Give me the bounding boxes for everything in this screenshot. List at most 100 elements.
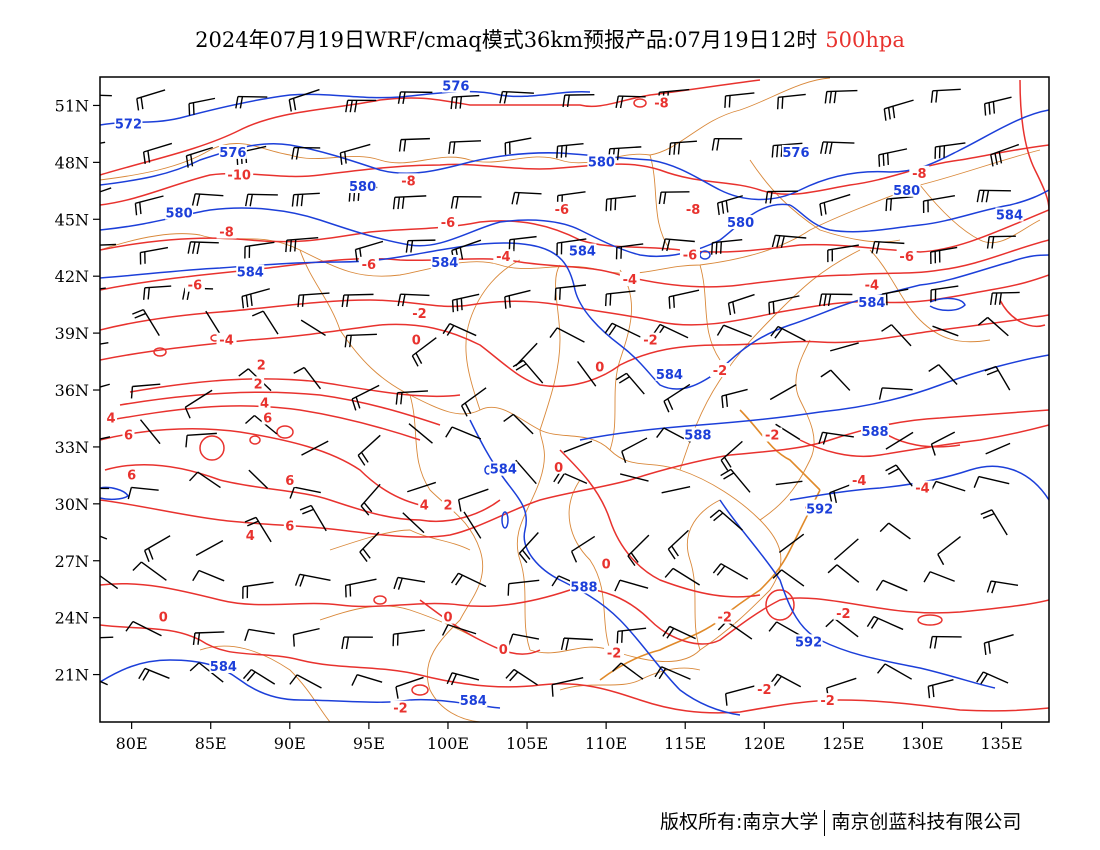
wind-barb	[393, 576, 426, 590]
contour-label: 580	[588, 155, 615, 170]
contour-label-bg	[283, 473, 296, 488]
lon-tick-label: 120E	[743, 734, 785, 753]
wind-barb	[185, 146, 213, 168]
wind-barb	[460, 387, 487, 417]
contour-label-bg	[551, 201, 572, 216]
contour-label: -8	[401, 174, 415, 189]
wind-barb	[357, 434, 381, 466]
lon-tick-label: 90E	[274, 734, 306, 753]
contour-label-bg	[497, 641, 510, 656]
contour-label: -2	[757, 683, 771, 698]
wind-barb	[771, 234, 807, 248]
contour-label: -6	[188, 279, 202, 294]
contour-label-bg	[418, 497, 431, 512]
contour-label: -2	[820, 694, 834, 709]
lat-tick-label: 42N	[55, 267, 89, 286]
wind-barb	[136, 89, 166, 111]
contour-label-bg	[216, 332, 237, 347]
wind-barb	[100, 636, 114, 639]
contour-label: -2	[643, 334, 657, 349]
contour-label: 584	[460, 694, 487, 709]
contour-label-bg	[255, 357, 268, 372]
contour-label: -2	[607, 647, 621, 662]
map-frame	[99, 76, 1050, 723]
wind-barb	[132, 561, 167, 581]
wind-barb	[772, 569, 805, 587]
wind-barb	[712, 563, 749, 580]
wind-barb	[554, 284, 587, 301]
lon-tick-label: 95E	[353, 734, 385, 753]
wind-barb	[299, 504, 327, 532]
contour-label-bg	[861, 277, 882, 292]
contour-label: 580	[727, 216, 754, 231]
contour-label: 580	[166, 207, 193, 222]
wind-barb	[663, 383, 691, 413]
wind-barb	[667, 529, 689, 560]
wind-barb	[776, 93, 806, 110]
wind-barb	[499, 90, 534, 104]
contour-label-bg	[568, 243, 597, 258]
wind-barb	[930, 246, 958, 265]
contour-label-bg	[114, 116, 143, 131]
contour-label: 0	[595, 360, 604, 375]
contour-label: -2	[765, 429, 779, 444]
contour-label: -6	[683, 248, 697, 263]
wind-barb	[661, 486, 691, 494]
wind-barb	[986, 580, 1019, 594]
wind-barb	[235, 95, 268, 109]
contour-label-bg	[640, 332, 661, 347]
contour-label: -4	[219, 334, 233, 349]
wind-barb	[341, 636, 373, 650]
wind-barb	[360, 483, 381, 516]
contour-label: -4	[915, 482, 929, 497]
contour-label: 584	[996, 208, 1023, 223]
wind-barb	[556, 238, 587, 256]
wind-barb	[100, 535, 108, 540]
wind-barb	[503, 413, 534, 435]
wind-barb	[778, 533, 805, 554]
wind-barb	[976, 671, 1009, 685]
contour-label: -2	[393, 702, 407, 717]
contour-label-bg	[258, 395, 271, 410]
contour-label-bg	[781, 144, 810, 159]
wind-barb	[768, 295, 800, 315]
contour-label-bg	[710, 363, 731, 378]
wind-barb	[930, 88, 961, 103]
wind-barb	[507, 579, 540, 596]
wind-barb	[879, 522, 911, 540]
wind-barb	[866, 615, 904, 631]
wind-barb	[818, 293, 853, 307]
lat-tick-label: 27N	[55, 552, 89, 571]
wind-barb	[878, 387, 913, 400]
wind-barb	[251, 310, 279, 335]
contour-label: -8	[686, 203, 700, 218]
contour-label-bg	[283, 518, 296, 533]
wind-barb	[818, 431, 854, 445]
wind-barb	[934, 142, 966, 159]
wind-barb	[125, 620, 162, 637]
contour-label-bg	[122, 427, 135, 442]
wind-barb	[604, 290, 636, 307]
wind-barb	[300, 319, 326, 337]
wind-barb	[563, 440, 593, 453]
wind-barb	[621, 437, 648, 463]
contour-label: -4	[865, 279, 879, 294]
wind-barb	[188, 97, 216, 116]
wind-barb	[248, 469, 269, 489]
contour-label-bg	[409, 306, 430, 321]
boundary-lines	[100, 77, 1041, 722]
wind-barb	[711, 238, 743, 255]
wind-barb	[885, 464, 913, 487]
wind-barb	[457, 488, 489, 512]
wind-barb	[293, 366, 322, 390]
wind-barb	[922, 194, 955, 214]
contour-label-bg	[762, 427, 783, 442]
contour-label-bg	[105, 410, 118, 425]
wind-barbs	[100, 88, 1020, 706]
wind-barb	[716, 195, 743, 216]
wind-barb	[615, 372, 645, 395]
wind-barb	[875, 579, 908, 592]
contour-label-bg	[459, 693, 488, 708]
contour-label: 572	[115, 117, 142, 132]
wind-barb	[980, 509, 1008, 536]
